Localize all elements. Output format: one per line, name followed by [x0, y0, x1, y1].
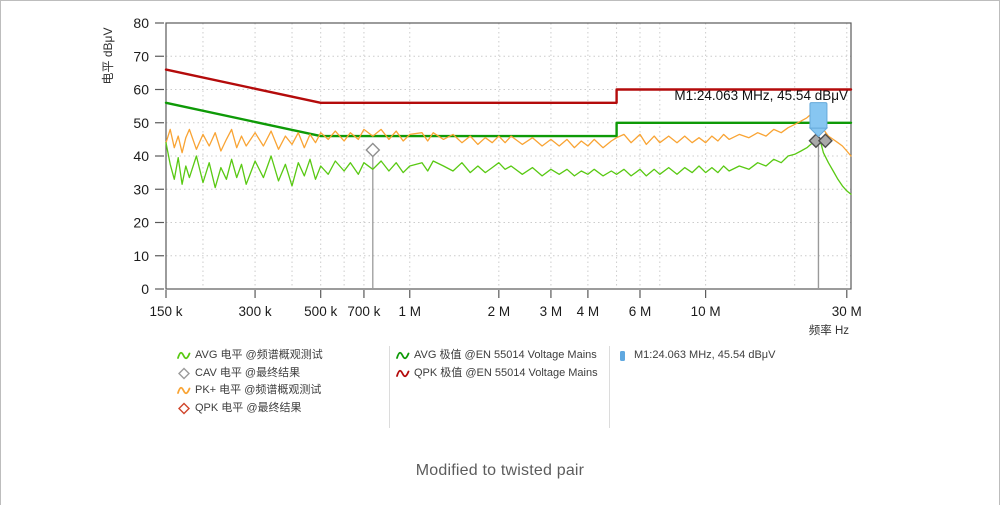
x-tick-label: 3 M	[540, 304, 563, 319]
wave-icon	[396, 369, 410, 377]
x-axis-title: 频率 Hz	[809, 323, 849, 337]
y-tick-label: 70	[133, 48, 149, 64]
diamond-icon	[178, 402, 190, 415]
legend-item-label: AVG 极值 @EN 55014 Voltage Mains	[414, 349, 597, 361]
avg-limit-line	[164, 101, 853, 138]
wave-icon	[177, 387, 191, 395]
y-tick-label: 20	[133, 215, 149, 231]
y-tick-label: 40	[133, 148, 149, 164]
y-tick-label: 60	[133, 82, 149, 98]
marker-diamond-cav	[365, 142, 381, 158]
legend-item: PK+ 电平 @频谱概观测试	[177, 382, 323, 400]
legend-item: QPK 电平 @最终结果	[177, 400, 323, 418]
legend-item: QPK 极值 @EN 55014 Voltage Mains	[396, 365, 598, 383]
legend-item-label: PK+ 电平 @频谱概观测试	[195, 384, 322, 396]
x-tick-label: 700 k	[347, 304, 380, 319]
legend-item: AVG 极值 @EN 55014 Voltage Mains	[396, 347, 598, 365]
legend-item: M1:24.063 MHz, 45.54 dBμV	[616, 347, 775, 365]
x-tick-label: 500 k	[304, 304, 337, 319]
y-tick-label: 50	[133, 115, 149, 131]
wave-icon	[177, 352, 191, 360]
legend-item-label: AVG 电平 @频谱概观测试	[195, 349, 323, 361]
legend-column-traces: AVG 电平 @频谱概观测试 CAV 电平 @最终结果 PK+ 电平 @频谱概观测试…	[177, 347, 323, 417]
legend-item: CAV 电平 @最终结果	[177, 365, 323, 383]
legend-item-label: QPK 电平 @最终结果	[195, 401, 302, 414]
legend-column-limits: AVG 极值 @EN 55014 Voltage Mains QPK 极值 @EN…	[396, 347, 598, 382]
y-tick-label: 10	[133, 248, 149, 264]
flag-icon	[620, 351, 625, 362]
pk-plus-trace	[165, 112, 852, 157]
legend-item-label: M1:24.063 MHz, 45.54 dBμV	[634, 349, 776, 361]
x-tick-label: 150 k	[149, 304, 182, 319]
x-tick-label: 10 M	[691, 304, 721, 319]
legend-item-label: CAV 电平 @最终结果	[195, 366, 301, 379]
emi-spectrum-chart: 0 10 20 30 40 50 60 70 80 150 k 300 k 500 k 700 k 1 M…	[101, 15, 862, 337]
y-tick-label: 0	[141, 281, 149, 297]
x-tick-label: 4 M	[577, 304, 600, 319]
diamond-icon	[178, 367, 190, 380]
legend-item: AVG 电平 @频谱概观测试	[177, 347, 323, 365]
marker-diamond-cav-final	[817, 133, 833, 149]
x-tick-label: 30 M	[832, 304, 862, 319]
legend-item-label: QPK 极值 @EN 55014 Voltage Mains	[414, 366, 598, 379]
avg-trace	[165, 135, 852, 195]
y-axis-title: 电平 dBμV	[101, 28, 115, 85]
x-tick-label: 1 M	[399, 304, 422, 319]
y-tick-label: 30	[133, 181, 149, 197]
chart-caption: Modified to twisted pair	[415, 462, 585, 479]
x-tick-label: 2 M	[488, 304, 511, 319]
x-tick-label: 6 M	[629, 304, 652, 319]
x-tick-label: 300 k	[239, 304, 272, 319]
wave-icon	[396, 352, 410, 360]
legend-separator	[609, 346, 610, 428]
y-tick-label: 80	[133, 15, 149, 31]
m1-marker-flag-tip[interactable]	[808, 127, 829, 138]
m1-marker-flag[interactable]	[809, 102, 828, 130]
qpk-limit-line	[164, 68, 853, 105]
legend-separator	[389, 346, 390, 428]
m1-marker-label: M1:24.063 MHz, 45.54 dBμV	[674, 88, 848, 103]
legend-column-markers: M1:24.063 MHz, 45.54 dBμV	[616, 347, 775, 365]
